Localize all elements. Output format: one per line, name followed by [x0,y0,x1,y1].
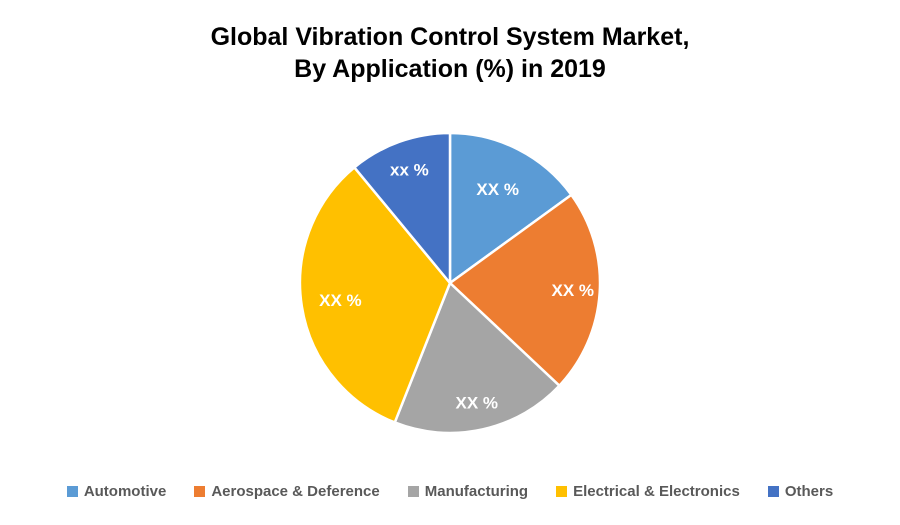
pie-slice-others [353,131,452,285]
pie-slice-electrical-electronics [298,166,452,424]
legend-item-aerospace-deference: Aerospace & Deference [194,483,380,500]
legend-label: Electrical & Electronics [573,483,740,500]
pie-slice-aerospace-deference [448,193,602,387]
legend-label: Manufacturing [424,483,529,500]
legend-color-swatch [767,486,779,497]
legend-item-others: Others [767,483,834,500]
legend-item-automotive: Automotive [66,483,167,500]
legend-label: Automotive [83,483,167,500]
chart-title: Global Vibration Control System Market, … [0,21,900,85]
legend-color-swatch [556,486,568,497]
legend-color-swatch [407,486,419,497]
pie-slice-value-label: XX % [476,180,519,199]
pie-slice-automotive [448,131,573,285]
legend-label: Others [784,483,834,500]
legend-label: Aerospace & Deference [211,483,380,500]
chart-legend: Automotive Aerospace & Deference Manufactu… [0,483,900,500]
legend-color-swatch [66,486,78,497]
legend-item-electrical-electronics: Electrical & Electronics [556,483,740,500]
legend-item-manufacturing: Manufacturing [407,483,529,500]
chart-title-line-1: Global Vibration Control System Market, [210,23,690,51]
legend-color-swatch [194,486,206,497]
chart-title-line-2: By Application (%) in 2019 [294,55,606,83]
pie-slice-value-label: xx % [390,161,429,180]
pie-slice-value-label: XX % [319,291,362,310]
pie-slice-value-label: XX % [552,281,595,300]
pie-slice-value-label: XX % [456,394,499,413]
